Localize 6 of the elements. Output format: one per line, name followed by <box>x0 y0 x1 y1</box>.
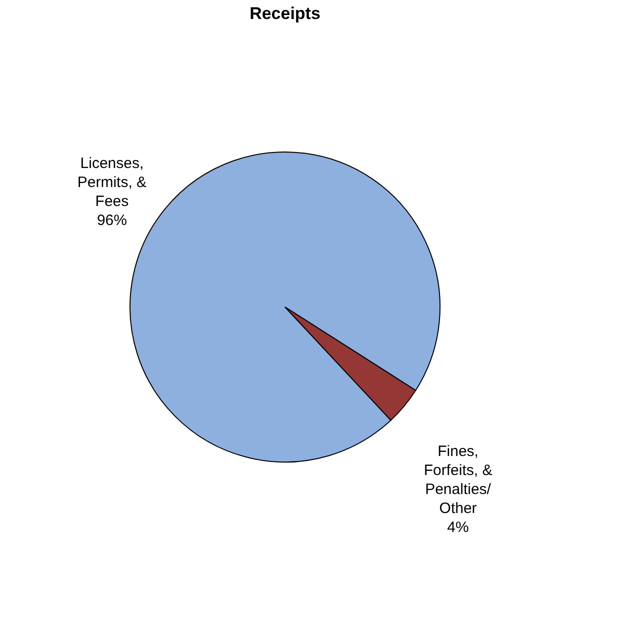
data-label: 4% <box>447 518 469 536</box>
pie-slice <box>284 306 416 421</box>
data-label: 96% <box>96 212 127 230</box>
slice-label: Fines, Forfeits, & Penalties/ Other <box>424 442 492 517</box>
slice-label: Licenses, Permits, & Fees <box>77 155 147 210</box>
chart-title: Receipts <box>250 4 320 23</box>
